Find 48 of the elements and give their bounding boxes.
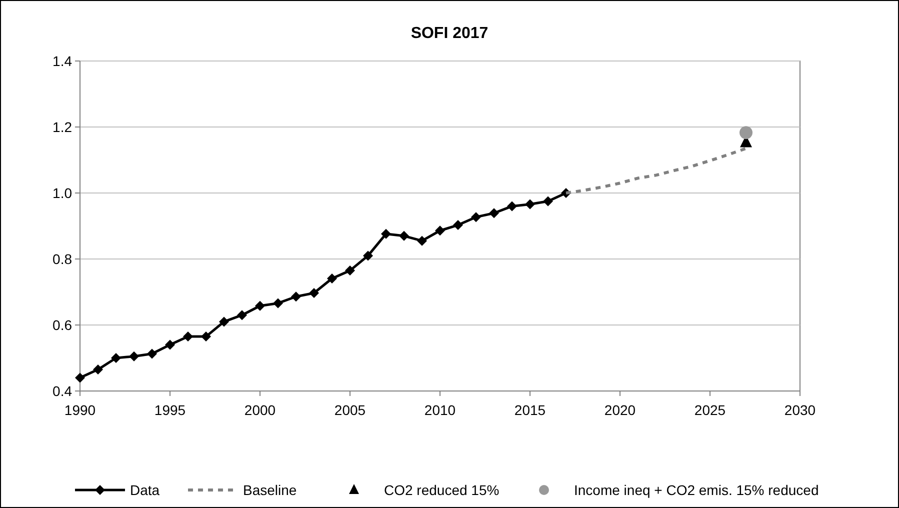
x-tick-label: 2010 [424, 402, 456, 418]
point [201, 332, 211, 342]
x-tick-label: 2030 [784, 402, 816, 418]
point [129, 351, 139, 362]
y-tick-label: 1.0 [52, 184, 72, 201]
point [165, 340, 175, 350]
legend-label: Data [130, 482, 160, 498]
x-tick-label: 2020 [604, 402, 636, 418]
x-tick-label: 2000 [244, 402, 276, 418]
point [543, 196, 553, 206]
legend-label: Income ineq + CO2 emis. 15% reduced [574, 482, 819, 498]
point [237, 310, 247, 320]
y-tick-label: 0.8 [52, 250, 72, 267]
point [183, 332, 193, 342]
chart-title: SOFI 2017 [410, 25, 488, 42]
point [219, 316, 229, 327]
legend-label: Baseline [243, 482, 297, 498]
point [471, 212, 481, 222]
point [525, 199, 535, 210]
point [111, 353, 121, 363]
point [399, 230, 409, 241]
point [327, 273, 337, 284]
point [93, 364, 103, 375]
point [417, 236, 427, 246]
point [309, 288, 319, 298]
y-tick-label: 1.2 [52, 118, 72, 135]
point [345, 266, 355, 276]
point [255, 300, 265, 311]
x-tick-label: 1995 [154, 402, 186, 418]
legend-label: CO2 reduced 15% [384, 482, 500, 498]
y-tick-label: 0.4 [52, 382, 72, 399]
x-tick-label: 2015 [514, 402, 546, 418]
y-tick-label: 0.6 [52, 316, 72, 333]
point [291, 292, 301, 302]
point [489, 208, 499, 218]
point [363, 250, 373, 261]
point [147, 348, 157, 359]
x-tick-label: 2025 [694, 402, 726, 418]
y-tick-label: 1.4 [52, 52, 72, 69]
point [740, 126, 752, 140]
point [453, 220, 463, 230]
point [75, 372, 85, 383]
point [381, 228, 391, 239]
x-tick-label: 2005 [334, 402, 366, 418]
point [507, 201, 517, 212]
point [273, 298, 283, 308]
x-tick-label: 1990 [64, 402, 96, 418]
point [435, 226, 445, 236]
